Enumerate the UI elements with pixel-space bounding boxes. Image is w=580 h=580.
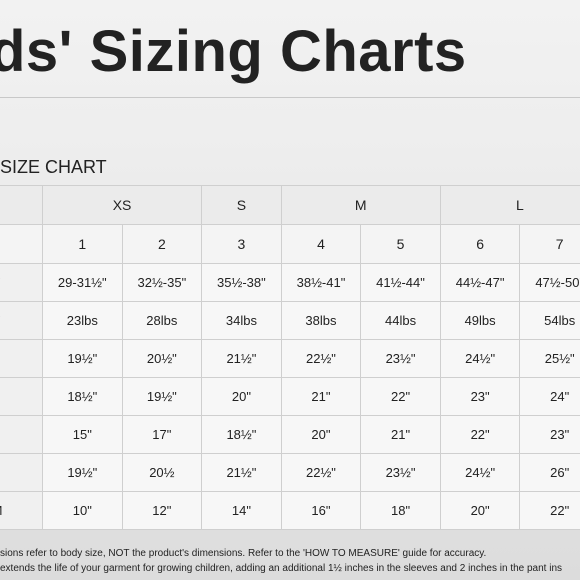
table-cell: 34lbs bbox=[201, 301, 282, 340]
table-cell: 19½" bbox=[42, 339, 123, 378]
table-cell: 20" bbox=[280, 415, 362, 454]
row-label: AM bbox=[0, 491, 43, 530]
table-cell: 22" bbox=[519, 491, 580, 530]
footnotes: sions refer to body size, NOT the produc… bbox=[0, 546, 580, 576]
table-cell: 21½" bbox=[201, 339, 282, 378]
table-cell: 38lbs bbox=[280, 301, 362, 340]
table-cell: 23" bbox=[519, 415, 580, 454]
size-group-header-row: XS S M L bbox=[0, 185, 580, 225]
table-cell: 38½-41" bbox=[280, 263, 362, 302]
table-cell: 15" bbox=[42, 415, 123, 454]
row-label: ST bbox=[0, 377, 43, 416]
size-number: 1 bbox=[42, 224, 123, 264]
table-cell: 47½-50" bbox=[519, 263, 580, 302]
size-chart-table: XS S M L 1 2 3 4 5 6 7 HT 29-31½" 32½-35… bbox=[0, 185, 580, 530]
table-cell: 16" bbox=[280, 491, 362, 530]
row-label: VE bbox=[0, 415, 43, 454]
table-cell: 18½" bbox=[201, 415, 282, 454]
table-row: S 19½" 20½ 21½" 22½" 23½" 24½" 26" bbox=[0, 453, 580, 492]
table-cell: 24" bbox=[519, 377, 580, 416]
table-cell: 49lbs bbox=[439, 301, 521, 340]
table-cell: 18" bbox=[360, 491, 441, 530]
table-cell: 22½" bbox=[280, 339, 362, 378]
table-cell: 24½" bbox=[439, 453, 521, 492]
size-number: 4 bbox=[280, 224, 362, 264]
table-cell: 14" bbox=[201, 491, 282, 530]
title-divider bbox=[0, 97, 580, 98]
footnote-line: extends the life of your garment for gro… bbox=[0, 563, 563, 574]
size-number: 6 bbox=[439, 224, 521, 264]
table-cell: 25½" bbox=[519, 339, 580, 378]
table-cell: 22½" bbox=[280, 453, 362, 492]
table-cell: 22" bbox=[439, 415, 521, 454]
row-label: HT bbox=[0, 301, 43, 340]
table-cell: 19½" bbox=[42, 453, 123, 492]
table-row: HT 23lbs 28lbs 34lbs 38lbs 44lbs 49lbs 5… bbox=[0, 301, 580, 340]
table-cell: 12" bbox=[121, 491, 203, 530]
size-number: 3 bbox=[201, 224, 282, 264]
table-cell: 23lbs bbox=[42, 301, 123, 340]
table-cell: 32½-35" bbox=[121, 263, 203, 302]
table-cell: 28lbs bbox=[121, 301, 203, 340]
size-group-l: L bbox=[439, 185, 580, 225]
table-cell: 21" bbox=[280, 377, 362, 416]
table-cell: 21" bbox=[360, 415, 441, 454]
table-cell: 54lbs bbox=[519, 301, 580, 340]
table-cell: 10" bbox=[42, 491, 123, 530]
corner-cell bbox=[0, 224, 43, 264]
table-cell: 20½ bbox=[121, 453, 203, 492]
table-cell: 23" bbox=[439, 377, 521, 416]
row-label: HT bbox=[0, 263, 43, 302]
table-cell: 23½" bbox=[360, 339, 441, 378]
size-number-header-row: 1 2 3 4 5 6 7 bbox=[0, 224, 580, 264]
table-cell: 19½" bbox=[121, 377, 203, 416]
size-group-m: M bbox=[280, 185, 441, 225]
table-cell: 17" bbox=[121, 415, 203, 454]
table-row: ST 19½" 20½" 21½" 22½" 23½" 24½" 25½" bbox=[0, 339, 580, 378]
table-row: ST 18½" 19½" 20" 21" 22" 23" 24" bbox=[0, 377, 580, 416]
table-cell: 24½" bbox=[439, 339, 521, 378]
corner-cell bbox=[0, 185, 43, 225]
table-cell: 23½" bbox=[360, 453, 441, 492]
table-cell: 44½-47" bbox=[439, 263, 521, 302]
table-cell: 22" bbox=[360, 377, 441, 416]
table-cell: 20" bbox=[439, 491, 521, 530]
row-label: S bbox=[0, 453, 43, 492]
table-cell: 41½-44" bbox=[360, 263, 441, 302]
table-row: VE 15" 17" 18½" 20" 21" 22" 23" bbox=[0, 415, 580, 454]
table-cell: 20½" bbox=[121, 339, 203, 378]
size-number: 7 bbox=[519, 224, 580, 264]
table-cell: 35½-38" bbox=[201, 263, 282, 302]
table-cell: 29-31½" bbox=[42, 263, 123, 302]
table-cell: 21½" bbox=[201, 453, 282, 492]
table-cell: 44lbs bbox=[360, 301, 441, 340]
row-label: ST bbox=[0, 339, 43, 378]
size-group-s: S bbox=[201, 185, 282, 225]
table-row: AM 10" 12" 14" 16" 18" 20" 22" bbox=[0, 491, 580, 530]
size-group-xs: XS bbox=[41, 185, 203, 225]
page-title: ds' Sizing Charts bbox=[0, 19, 467, 84]
table-row: HT 29-31½" 32½-35" 35½-38" 38½-41" 41½-4… bbox=[0, 263, 580, 302]
table-cell: 20" bbox=[201, 377, 282, 416]
table-cell: 18½" bbox=[42, 377, 123, 416]
footnote-line: sions refer to body size, NOT the produc… bbox=[0, 548, 487, 559]
table-cell: 26" bbox=[519, 453, 580, 492]
chart-subtitle: SIZE CHART bbox=[0, 157, 107, 177]
size-number: 2 bbox=[121, 224, 203, 264]
size-number: 5 bbox=[360, 224, 441, 264]
